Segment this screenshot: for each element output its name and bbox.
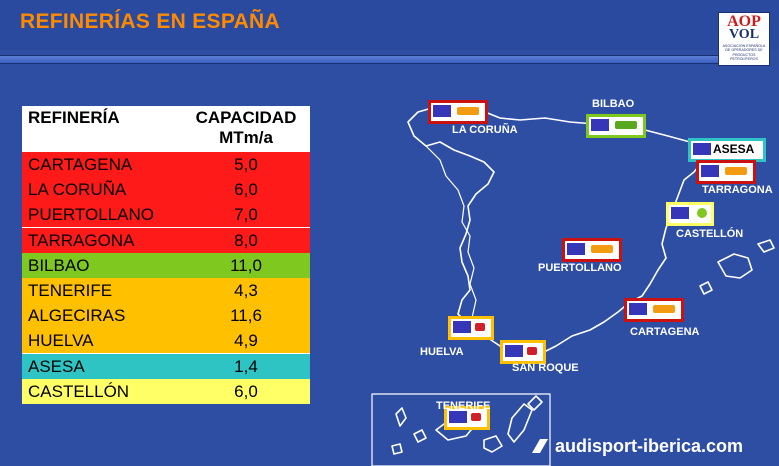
table-row: HUELVA 4,9 [22,328,310,354]
col-header-capacidad: CAPACIDAD MTm/a [182,108,310,148]
bp-logo-icon [697,208,707,218]
balearic-menorca [757,239,775,253]
badge-bilbao [586,114,646,138]
refinery-capacity: 5,0 [234,155,258,174]
badge-puertollano [562,238,622,262]
label-coruna: LA CORUÑA [452,124,518,136]
refinery-capacity: 6,0 [234,180,258,200]
canary-gomera [413,429,427,443]
badge-tarragona [696,160,756,184]
refinery-capacity: 6,0 [234,381,258,401]
refinery-icon [453,321,471,333]
col-header-capacidad-line1: CAPACIDAD [195,108,297,127]
refinery-icon [591,119,609,131]
refinery-name: TARRAGONA [28,230,135,250]
label-puertollano: PUERTOLLANO [538,262,622,274]
canary-box [371,393,551,466]
label-tenerife: TENERIFE [436,400,491,412]
refinery-icon [671,207,689,219]
refinery-icon [701,165,719,177]
canary-grancanaria [483,435,503,453]
portugal-border [425,145,477,327]
refinery-name: CARTAGENA [28,155,133,174]
label-sanroque: SAN ROQUE [512,362,579,374]
repsol-logo-icon [653,305,675,313]
balearic-ibiza [699,281,713,295]
refinery-name: CASTELLÓN [28,381,130,401]
refinery-name: BILBAO [28,255,90,275]
badge-castellon [666,202,714,226]
footer-watermark: audisport-iberica.com [555,436,744,456]
table-row: PUERTOLLANO 7,0 [22,202,310,228]
logo-line1: AOP [727,13,761,30]
canary-hierro [391,443,403,455]
canary-lapalma [395,407,407,427]
label-castellon: CASTELLÓN [676,228,744,240]
label-bilbao: BILBAO [592,98,635,110]
page-title: REFINERÍAS EN ESPAÑA [20,10,280,33]
aop-logo: AOP VOL ASOCIACIÓN ESPAÑOLA DE OPERADORE… [718,12,770,66]
refinery-icon [567,243,585,255]
header-rule [0,55,719,64]
capacity-table: REFINERÍA CAPACIDAD MTm/a CARTAGENA 5,0 LA… [22,106,310,404]
logo-line2: VOL [728,27,760,42]
label-tarragona: TARRAGONA [702,184,773,196]
repsol-logo-icon [591,245,613,253]
refinery-icon [629,303,647,315]
table-row: LA CORUÑA 6,0 [22,177,310,203]
badge-asesa: ASESA [688,138,766,162]
repsol-logo-icon [457,107,479,115]
refinery-name: HUELVA [28,331,94,351]
refinery-name: PUERTOLLANO [28,205,154,225]
col-header-capacidad-unit: MTm/a [219,128,273,147]
refinery-capacity: 8,0 [234,230,258,250]
canary-lanzarote [527,395,543,411]
refinery-name: ASESA [28,356,85,376]
badge-cartagena [624,298,684,322]
cepsa-logo-icon [471,413,481,421]
refinery-capacity: 11,6 [230,306,262,326]
refinery-icon [505,345,523,357]
audisport-logo-icon [532,439,548,453]
refinery-icon [433,105,451,117]
balearic-mallorca [717,253,753,279]
col-header-refineria: REFINERÍA [28,108,120,127]
cepsa-logo-icon [527,347,537,355]
table-row: CASTELLÓN 6,0 [22,378,310,404]
refinery-name: TENERIFE [28,281,113,300]
canary-fuerteventura [507,403,533,443]
table-row: CARTAGENA 5,0 [22,152,310,177]
logo-line3: ASOCIACIÓN ESPAÑOLA DE OPERADORES DE PRO… [722,44,766,61]
badge-tenerife [444,406,490,430]
table-row: BILBAO 11,0 [22,252,310,278]
table-row: TENERIFE 4,3 [22,278,310,303]
label-huelva: HUELVA [420,346,464,358]
refinery-capacity: 4,9 [234,331,258,351]
badge-huelva [448,316,494,340]
refinery-capacity: 7,0 [234,205,258,225]
refinery-capacity: 1,4 [234,356,258,376]
table-header: REFINERÍA CAPACIDAD MTm/a [22,106,310,152]
label-cartagena: CARTAGENA [630,326,700,338]
refinery-name: ALGECIRAS [28,306,126,326]
refinery-capacity: 11,0 [230,255,262,275]
badge-coruna [428,100,488,124]
refinery-icon [449,411,467,423]
badge-sanroque [500,340,546,364]
refinery-icon [693,143,711,155]
petronor-logo-icon [615,121,637,129]
refinery-name: LA CORUÑA [28,180,127,200]
table-row: TARRAGONA 8,0 [22,227,310,253]
table-row: ASESA 1,4 [22,353,310,379]
header-bar [0,0,779,50]
asesa-text: ASESA [713,142,755,156]
refinery-capacity: 4,3 [234,281,258,300]
cepsa-logo-icon [475,323,485,331]
repsol-logo-icon [725,167,747,175]
table-row: ALGECIRAS 11,6 [22,303,310,329]
